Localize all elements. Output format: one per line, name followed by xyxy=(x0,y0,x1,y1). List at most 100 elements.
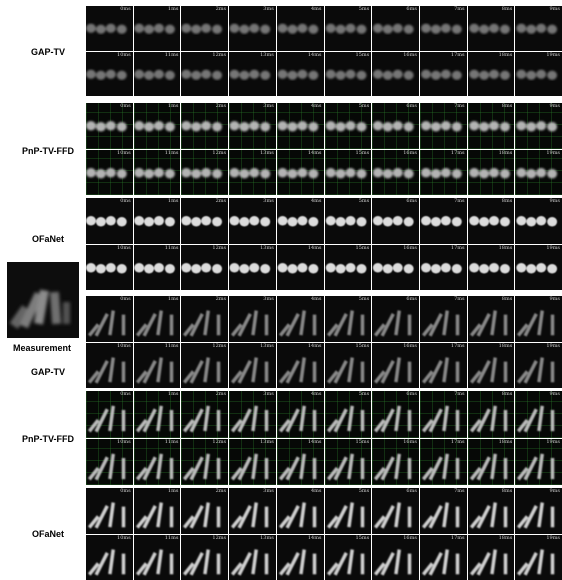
frame-tile: 10ms xyxy=(86,51,133,96)
frame-time-label: 6ms xyxy=(406,296,417,302)
frame-time-label: 19ms xyxy=(546,51,560,58)
frame-tile: 11ms xyxy=(133,438,181,485)
frame-tile: 18ms xyxy=(467,244,515,290)
frame-tile: 6ms xyxy=(372,103,419,149)
frame-tile: 5ms xyxy=(324,103,372,149)
frame-tile: 15ms xyxy=(324,51,372,96)
measurement-image xyxy=(7,262,79,338)
frame-tile: 3ms xyxy=(229,391,276,438)
frame-time-label: 0ms xyxy=(120,296,131,302)
frame-time-label: 18ms xyxy=(498,51,513,58)
frame-tile: 4ms xyxy=(276,198,324,244)
frame-time-label: 10ms xyxy=(117,534,131,541)
frame-tile: 7ms xyxy=(419,6,467,51)
frame-tile: 14ms xyxy=(276,51,324,96)
frame-time-label: 11ms xyxy=(164,51,179,58)
frame-tile: 1ms xyxy=(133,198,181,244)
frame-time-label: 15ms xyxy=(355,51,370,58)
frame-time-label: 5ms xyxy=(358,391,370,397)
frame-time-label: 5ms xyxy=(358,198,370,204)
frame-tile: 16ms xyxy=(372,51,419,96)
frame-time-label: 12ms xyxy=(212,438,227,445)
frame-tile: 6ms xyxy=(372,296,419,342)
frame-time-label: 12ms xyxy=(212,149,227,156)
frame-tile: 14ms xyxy=(276,534,324,580)
panel-gap-tv-sticks: 0ms 1ms 2ms 3ms 4ms 5ms 6ms 7ms 8ms 9ms 10ms 11ms 12… xyxy=(86,296,562,388)
frame-time-label: 10ms xyxy=(117,438,131,445)
frame-tile: 7ms xyxy=(419,296,467,342)
frame-time-label: 17ms xyxy=(450,438,465,445)
frame-time-label: 13ms xyxy=(260,534,274,541)
frame-tile: 0ms xyxy=(86,198,133,244)
frame-tile: 17ms xyxy=(419,244,467,290)
frame-time-label: 1ms xyxy=(167,296,179,302)
frame-time-label: 11ms xyxy=(164,342,179,349)
frame-tile: 19ms xyxy=(515,244,562,290)
frame-tile: 3ms xyxy=(229,103,276,149)
frame-tile: 12ms xyxy=(181,438,229,485)
panel-ofanet-sticks: 0ms 1ms 2ms 3ms 4ms 5ms 6ms 7ms 8ms 9ms 10ms 11ms 12… xyxy=(86,488,562,580)
frame-time-label: 16ms xyxy=(403,534,417,541)
frame-tile: 9ms xyxy=(515,488,562,534)
frame-tile: 15ms xyxy=(324,244,372,290)
frame-time-label: 17ms xyxy=(450,51,465,58)
frame-time-label: 4ms xyxy=(311,103,322,109)
frame-tile: 12ms xyxy=(181,342,229,388)
frame-tile: 10ms xyxy=(86,342,133,388)
frame-time-label: 10ms xyxy=(117,342,131,349)
frame-time-label: 7ms xyxy=(454,103,465,109)
frame-tile: 0ms xyxy=(86,6,133,51)
frame-tile: 13ms xyxy=(229,534,276,580)
panel-pnp-tv-ffd-balls: 0ms 1ms 2ms 3ms 4ms 5ms 6ms 7ms 8ms 9ms 10ms 11ms 12… xyxy=(86,103,562,195)
label-gap-tv-top: GAP-TV xyxy=(30,47,65,57)
frame-tile: 15ms xyxy=(324,149,372,195)
frame-time-label: 3ms xyxy=(263,488,274,494)
frame-tile: 2ms xyxy=(181,6,229,51)
frame-tile: 13ms xyxy=(229,342,276,388)
frame-tile: 15ms xyxy=(324,342,372,388)
frame-tile: 5ms xyxy=(324,6,372,51)
frame-time-label: 11ms xyxy=(164,534,179,541)
frame-time-label: 19ms xyxy=(546,244,560,251)
frame-time-label: 2ms xyxy=(215,488,227,494)
frame-tile: 3ms xyxy=(229,296,276,342)
frame-tile: 6ms xyxy=(372,391,419,438)
frame-tile: 1ms xyxy=(133,6,181,51)
frame-tile: 10ms xyxy=(86,149,133,195)
frame-time-label: 5ms xyxy=(358,296,370,302)
frame-tile: 13ms xyxy=(229,244,276,290)
frame-tile: 1ms xyxy=(133,488,181,534)
frame-tile: 14ms xyxy=(276,149,324,195)
frame-time-label: 2ms xyxy=(215,391,227,397)
panel-gap-tv-balls: 0ms 1ms 2ms 3ms 4ms 5ms 6ms 7ms 8ms 9ms 10ms 11ms 12… xyxy=(86,6,562,96)
panel-pnp-tv-ffd-sticks: 0ms 1ms 2ms 3ms 4ms 5ms 6ms 7ms 8ms 9ms 10ms 11ms 12… xyxy=(86,391,562,485)
frame-tile: 10ms xyxy=(86,244,133,290)
frame-time-label: 15ms xyxy=(355,438,370,445)
frame-time-label: 2ms xyxy=(215,198,227,204)
frame-time-label: 4ms xyxy=(311,6,322,12)
frame-time-label: 4ms xyxy=(311,391,322,397)
frame-tile: 16ms xyxy=(372,534,419,580)
frame-tile: 5ms xyxy=(324,198,372,244)
frame-time-label: 4ms xyxy=(311,198,322,204)
frame-tile: 1ms xyxy=(133,103,181,149)
frame-tile: 10ms xyxy=(86,534,133,580)
frame-time-label: 7ms xyxy=(454,198,465,204)
frame-tile: 18ms xyxy=(467,534,515,580)
label-gap-tv-bottom: GAP-TV xyxy=(30,367,65,377)
frame-tile: 11ms xyxy=(133,534,181,580)
frame-tile: 19ms xyxy=(515,149,562,195)
frame-tile: 9ms xyxy=(515,6,562,51)
frame-time-label: 6ms xyxy=(406,391,417,397)
frame-time-label: 3ms xyxy=(263,391,274,397)
frame-time-label: 17ms xyxy=(450,149,465,156)
frame-time-label: 9ms xyxy=(549,6,561,12)
frame-time-label: 6ms xyxy=(406,6,417,12)
frame-time-label: 0ms xyxy=(120,103,131,109)
frame-time-label: 15ms xyxy=(355,342,370,349)
frame-time-label: 18ms xyxy=(498,534,513,541)
frame-tile: 6ms xyxy=(372,488,419,534)
frame-time-label: 0ms xyxy=(120,391,131,397)
frame-tile: 19ms xyxy=(515,438,562,485)
frame-tile: 16ms xyxy=(372,438,419,485)
